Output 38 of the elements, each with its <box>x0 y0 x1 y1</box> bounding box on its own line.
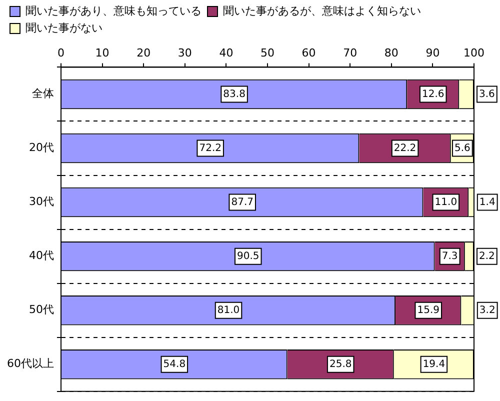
data-label: 54.8 <box>163 358 186 370</box>
data-label: 90.5 <box>237 250 260 262</box>
x-tick-label: 40 <box>219 46 234 60</box>
legend-label: 聞いた事があるが、意味はよく知らない <box>223 4 421 18</box>
data-label: 3.2 <box>479 304 496 316</box>
data-label: 5.6 <box>454 142 470 154</box>
data-label: 7.3 <box>442 250 458 262</box>
y-tick-label: 全体 <box>32 87 54 100</box>
y-tick-label: 50代 <box>28 303 54 316</box>
data-label: 22.2 <box>394 142 416 154</box>
data-label: 87.7 <box>231 196 254 208</box>
x-tick-label: 90 <box>426 46 440 60</box>
legend-label: 聞いた事がない <box>26 21 102 34</box>
y-tick-label: 20代 <box>28 141 54 154</box>
legend-label: 聞いた事があり、意味も知っている <box>26 4 202 18</box>
y-tick-label: 60代以上 <box>6 357 54 370</box>
data-label: 25.8 <box>329 358 352 370</box>
data-label: 1.4 <box>479 196 496 208</box>
data-label: 15.9 <box>417 304 440 316</box>
data-label: 11.0 <box>434 196 458 208</box>
x-tick-label: 0 <box>57 46 64 60</box>
x-tick-label: 30 <box>178 46 192 60</box>
data-label: 19.4 <box>422 358 446 370</box>
data-label: 81.0 <box>217 304 240 316</box>
x-tick-label: 100 <box>464 46 484 60</box>
x-tick-label: 10 <box>95 46 110 60</box>
x-tick-label: 50 <box>260 46 274 60</box>
y-tick-label: 40代 <box>28 249 54 262</box>
x-tick-label: 70 <box>343 46 358 60</box>
data-label: 3.6 <box>479 88 495 100</box>
x-tick-label: 80 <box>384 46 398 60</box>
x-tick-label: 20 <box>136 46 151 60</box>
x-tick-label: 60 <box>302 46 316 60</box>
data-label: 2.2 <box>479 250 495 262</box>
data-label: 72.2 <box>199 142 222 154</box>
y-tick-label: 30代 <box>28 195 54 208</box>
data-label: 12.6 <box>422 88 444 100</box>
data-label: 83.8 <box>223 88 246 100</box>
